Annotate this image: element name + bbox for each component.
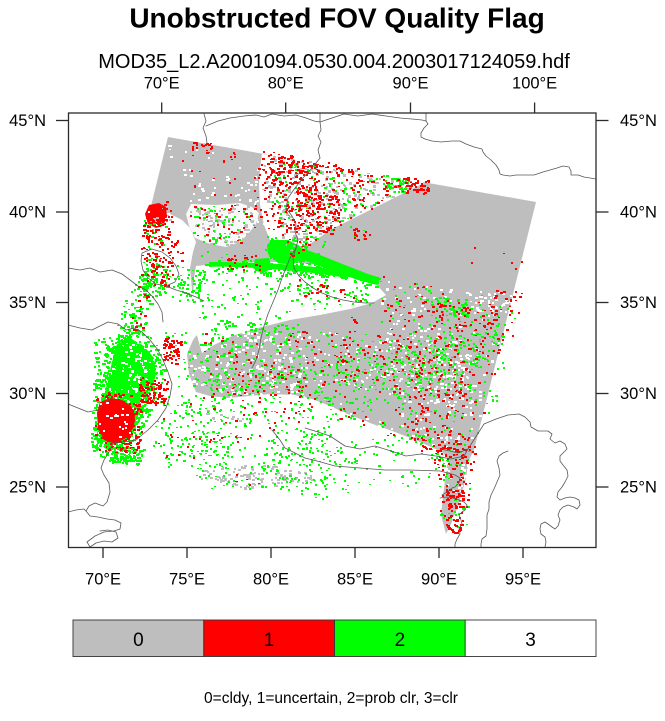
svg-text:40°N: 40°N (9, 204, 46, 222)
svg-text:90°E: 90°E (421, 571, 457, 589)
svg-text:85°E: 85°E (337, 571, 373, 589)
svg-text:2: 2 (395, 630, 406, 651)
svg-text:30°N: 30°N (620, 385, 657, 403)
svg-text:45°N: 45°N (620, 112, 657, 130)
svg-text:3: 3 (525, 630, 536, 651)
svg-text:75°E: 75°E (169, 571, 205, 589)
svg-text:95°E: 95°E (505, 571, 541, 589)
svg-text:MOD35_L2.A2001094.0530.004.200: MOD35_L2.A2001094.0530.004.2003017124059… (98, 51, 570, 73)
svg-text:80°E: 80°E (268, 75, 304, 93)
svg-text:35°N: 35°N (620, 294, 657, 312)
svg-text:1: 1 (264, 630, 275, 651)
svg-text:Unobstructed FOV Quality Flag: Unobstructed FOV Quality Flag (129, 3, 544, 34)
svg-text:0: 0 (133, 630, 144, 651)
svg-text:40°N: 40°N (620, 204, 657, 222)
svg-text:100°E: 100°E (512, 75, 557, 93)
svg-text:25°N: 25°N (9, 479, 46, 497)
svg-text:70°E: 70°E (144, 75, 180, 93)
svg-text:45°N: 45°N (9, 112, 46, 130)
svg-text:35°N: 35°N (9, 294, 46, 312)
svg-text:80°E: 80°E (253, 571, 289, 589)
svg-text:90°E: 90°E (393, 75, 429, 93)
svg-text:25°N: 25°N (620, 479, 657, 497)
svg-text:0=cldy, 1=uncertain, 2=prob cl: 0=cldy, 1=uncertain, 2=prob clr, 3=clr (204, 690, 458, 707)
svg-text:70°E: 70°E (85, 571, 121, 589)
svg-text:30°N: 30°N (9, 385, 46, 403)
